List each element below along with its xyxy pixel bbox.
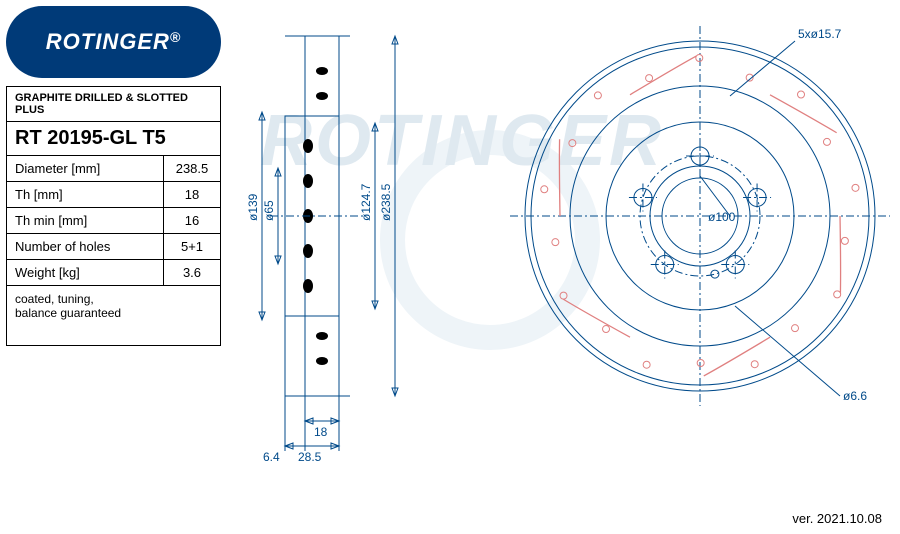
- spec-table: GRAPHITE DRILLED & SLOTTED PLUS RT 20195…: [6, 86, 221, 346]
- spec-header: GRAPHITE DRILLED & SLOTTED PLUS: [7, 87, 221, 122]
- dim-ring: ø124.7: [359, 183, 373, 221]
- spec-value: 238.5: [164, 156, 221, 182]
- brand-logo: ROTINGER®: [6, 6, 221, 78]
- dim-th: 18: [314, 425, 328, 439]
- dim-bore: ø65: [262, 200, 276, 221]
- reg-mark: ®: [170, 29, 181, 45]
- version-label: ver. 2021.10.08: [792, 511, 882, 526]
- spec-label: Th min [mm]: [7, 208, 164, 234]
- spec-value: 5+1: [164, 234, 221, 260]
- front-view: [510, 26, 890, 406]
- spec-value: 16: [164, 208, 221, 234]
- technical-drawing: ø238.5 ø124.7 ø139 ø65 18 28.5 6.4: [230, 6, 890, 506]
- spec-label: Diameter [mm]: [7, 156, 164, 182]
- dim-hh: 28.5: [298, 450, 322, 464]
- spec-value: 3.6: [164, 260, 221, 286]
- spec-label: Number of holes: [7, 234, 164, 260]
- dim-off: 6.4: [263, 450, 280, 464]
- bolt-spec: 5xø15.7: [798, 27, 842, 41]
- section-view: ø238.5 ø124.7 ø139 ø65 18 28.5 6.4: [246, 36, 398, 464]
- bolt-circle: ø100: [708, 210, 736, 224]
- spec-footer: coated, tuning, balance guaranteed: [7, 286, 221, 346]
- brand-name: ROTINGER: [46, 29, 170, 54]
- callouts: 5xø15.7 ø100 ø6.6: [700, 27, 867, 403]
- pin-hole: ø6.6: [843, 389, 867, 403]
- part-number: RT 20195-GL T5: [7, 122, 221, 156]
- dim-outer: ø238.5: [379, 183, 393, 221]
- spec-label: Weight [kg]: [7, 260, 164, 286]
- spec-value: 18: [164, 182, 221, 208]
- dim-hat: ø139: [246, 193, 260, 221]
- spec-label: Th [mm]: [7, 182, 164, 208]
